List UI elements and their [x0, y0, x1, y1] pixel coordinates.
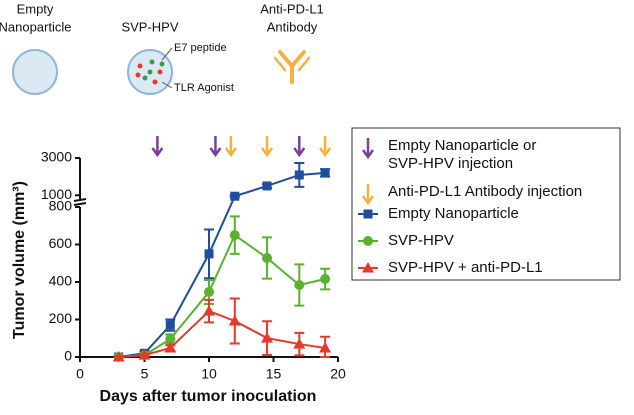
x-tick-label: 5 [141, 366, 149, 382]
marker [203, 305, 215, 316]
marker [138, 349, 151, 360]
icon-label: Anti-PD-L1 [260, 1, 324, 16]
antibody-icon [273, 50, 311, 84]
y-axis-label: Tumor volume (mm³) [11, 181, 28, 339]
marker [319, 342, 332, 353]
x-tick-label: 15 [266, 366, 282, 382]
legend-box [351, 127, 621, 281]
y-tick-label: 0 [64, 348, 72, 364]
icon-label: Antibody [267, 19, 318, 34]
injection-arrow [293, 136, 306, 158]
marker [294, 170, 304, 180]
icon-label: TLR Agonist [174, 82, 234, 94]
y-tick-label: 3000 [41, 149, 72, 165]
legend-label: Empty Nanoparticle or [388, 137, 536, 154]
svp-dots [135, 59, 165, 85]
marker [230, 191, 240, 201]
icon-label: Nanoparticle [0, 19, 72, 34]
legend-arrow [361, 138, 375, 160]
marker [204, 286, 214, 297]
legend-marker [363, 209, 373, 219]
x-tick-label: 0 [76, 366, 84, 382]
x-tick-label: 10 [201, 366, 217, 382]
legend-label: SVP-HPV + anti-PD-L1 [388, 259, 543, 276]
marker [262, 253, 273, 263]
marker [320, 274, 331, 284]
pointer [161, 81, 173, 89]
marker [164, 342, 177, 353]
series-line [118, 233, 326, 358]
x-axis-label: Days after tumor inoculation [100, 388, 317, 405]
legend-marker [363, 236, 373, 246]
axis-break [73, 202, 87, 206]
icon-label: E7 peptide [174, 42, 227, 54]
legend-label: SVP-HPV injection [388, 155, 513, 172]
empty-nanoparticle-icon [12, 49, 58, 95]
injection-arrow [209, 136, 222, 158]
legend-marker [362, 262, 374, 273]
legend-label: SVP-HPV [388, 232, 454, 249]
marker [204, 249, 214, 259]
x-tick-label: 20 [330, 366, 346, 382]
marker [112, 351, 125, 362]
legend-arrow [361, 184, 375, 206]
icon-label: SVP-HPV [121, 19, 178, 34]
marker [261, 332, 274, 343]
injection-arrow [261, 136, 274, 158]
marker [293, 338, 306, 349]
marker [229, 230, 240, 241]
series-line [118, 171, 326, 358]
marker [320, 168, 330, 178]
marker [294, 280, 305, 290]
y-tick-label: 1000 [41, 186, 72, 202]
y-tick-label: 800 [49, 198, 73, 214]
marker [228, 315, 241, 326]
y-tick-label: 600 [49, 235, 73, 251]
icon-label: Empty [17, 1, 54, 16]
marker [165, 320, 175, 330]
pointer [161, 47, 173, 61]
series-line [118, 309, 326, 358]
injection-arrow [224, 136, 237, 158]
injection-arrow [319, 136, 332, 158]
marker [262, 181, 272, 191]
legend-label: Anti-PD-L1 Antibody injection [388, 183, 582, 200]
legend-label: Empty Nanoparticle [388, 205, 519, 222]
axis-break [73, 198, 87, 202]
y-tick-label: 200 [49, 310, 73, 326]
injection-arrow [151, 136, 164, 158]
marker [165, 334, 176, 344]
y-tick-label: 400 [49, 273, 73, 289]
